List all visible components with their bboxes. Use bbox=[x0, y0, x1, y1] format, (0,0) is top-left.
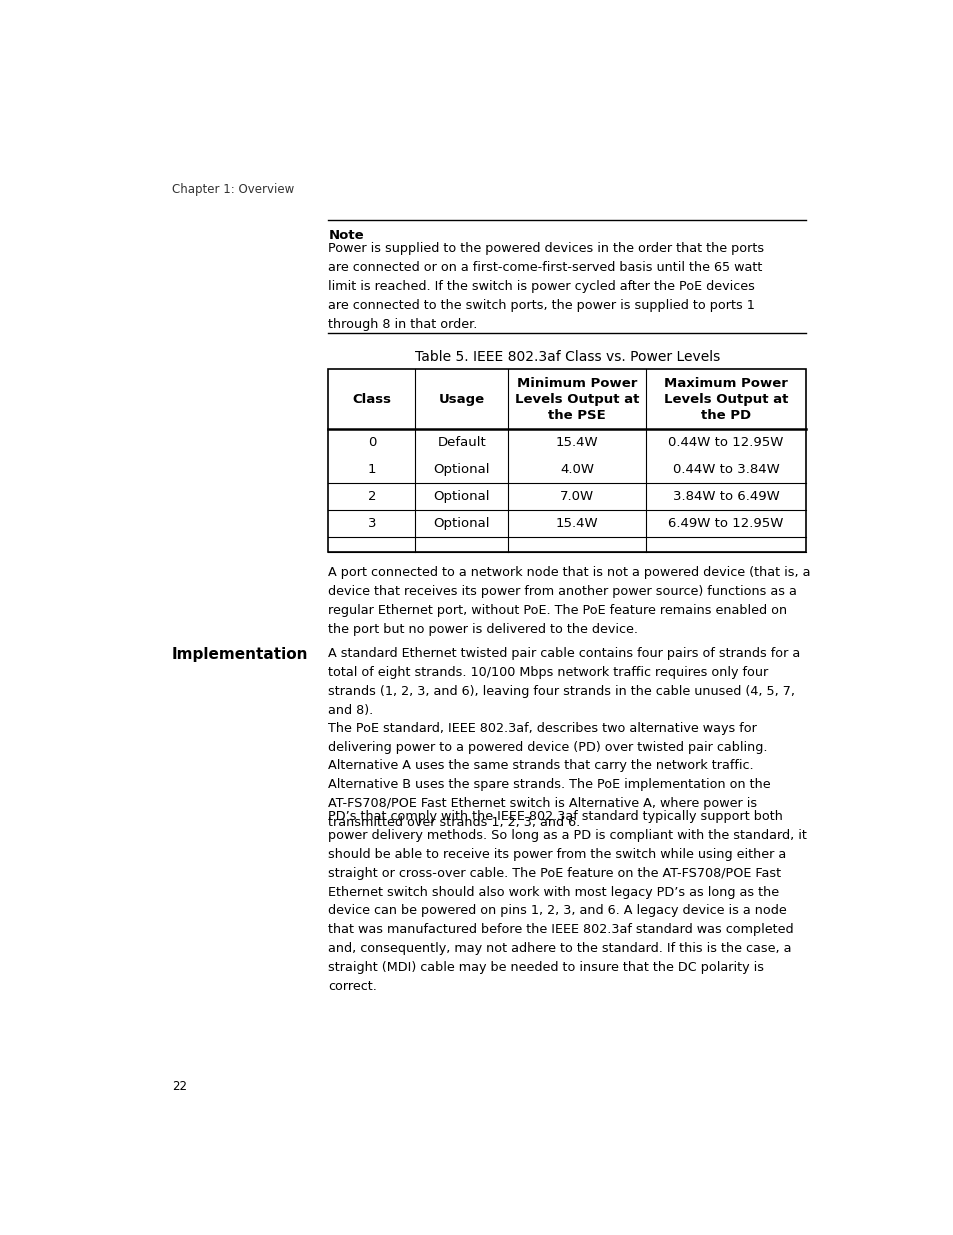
Text: A port connected to a network node that is not a powered device (that is, a
devi: A port connected to a network node that … bbox=[328, 567, 810, 636]
Text: 3.84W to 6.49W: 3.84W to 6.49W bbox=[672, 490, 779, 503]
Text: 15.4W: 15.4W bbox=[556, 517, 598, 530]
Text: 7.0W: 7.0W bbox=[559, 490, 594, 503]
Text: A standard Ethernet twisted pair cable contains four pairs of strands for a
tota: A standard Ethernet twisted pair cable c… bbox=[328, 647, 800, 716]
Text: Optional: Optional bbox=[433, 463, 490, 477]
Text: Minimum Power
Levels Output at
the PSE: Minimum Power Levels Output at the PSE bbox=[515, 377, 639, 421]
Text: 15.4W: 15.4W bbox=[556, 436, 598, 450]
Text: 2: 2 bbox=[367, 490, 375, 503]
Text: Note: Note bbox=[328, 228, 364, 242]
Text: Usage: Usage bbox=[438, 393, 484, 406]
Text: 0.44W to 12.95W: 0.44W to 12.95W bbox=[668, 436, 783, 450]
Text: 22: 22 bbox=[172, 1079, 187, 1093]
Text: Maximum Power
Levels Output at
the PD: Maximum Power Levels Output at the PD bbox=[663, 377, 787, 421]
Text: Default: Default bbox=[437, 436, 486, 450]
Text: PD’s that comply with the IEEE 802.3af standard typically support both
power del: PD’s that comply with the IEEE 802.3af s… bbox=[328, 810, 806, 993]
Text: 6.49W to 12.95W: 6.49W to 12.95W bbox=[668, 517, 783, 530]
Text: 0: 0 bbox=[367, 436, 375, 450]
Text: Implementation: Implementation bbox=[172, 647, 308, 662]
Text: 0.44W to 3.84W: 0.44W to 3.84W bbox=[672, 463, 779, 477]
Text: 4.0W: 4.0W bbox=[559, 463, 594, 477]
Text: Optional: Optional bbox=[433, 517, 490, 530]
Text: Chapter 1: Overview: Chapter 1: Overview bbox=[172, 183, 294, 196]
Text: Optional: Optional bbox=[433, 490, 490, 503]
Bar bbox=[328, 369, 805, 552]
Text: Power is supplied to the powered devices in the order that the ports
are connect: Power is supplied to the powered devices… bbox=[328, 242, 763, 331]
Text: The PoE standard, IEEE 802.3af, describes two alternative ways for
delivering po: The PoE standard, IEEE 802.3af, describe… bbox=[328, 721, 770, 829]
Text: 1: 1 bbox=[367, 463, 375, 477]
Text: Class: Class bbox=[352, 393, 391, 406]
Text: 3: 3 bbox=[367, 517, 375, 530]
Text: Table 5. IEEE 802.3af Class vs. Power Levels: Table 5. IEEE 802.3af Class vs. Power Le… bbox=[415, 350, 720, 364]
